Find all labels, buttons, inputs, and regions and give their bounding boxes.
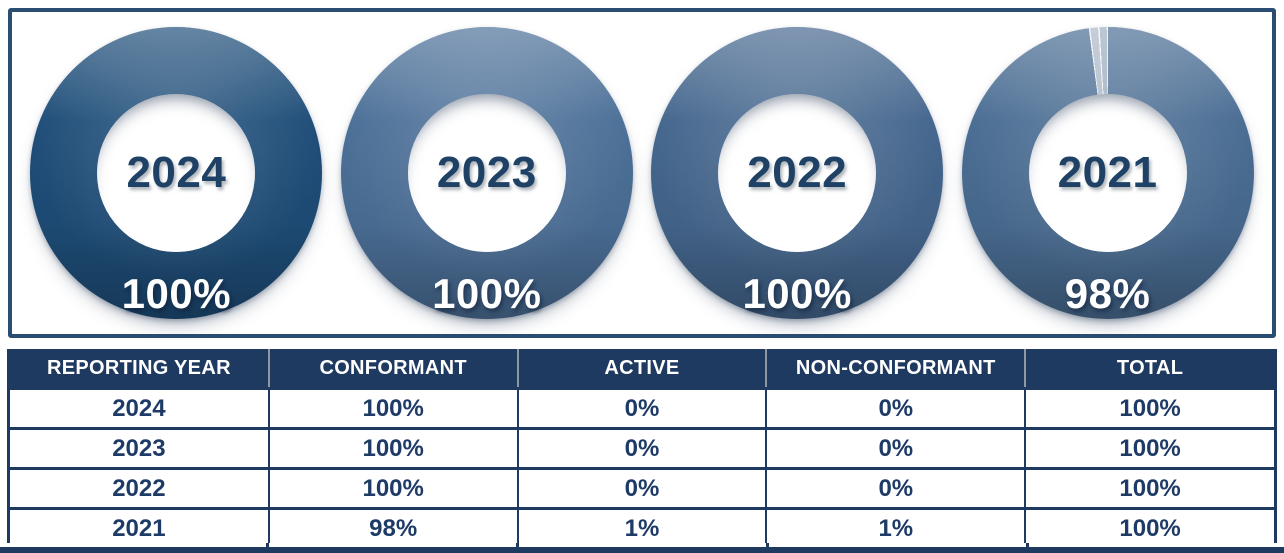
cell-year: 2024: [10, 390, 268, 427]
cell-non-conformant: 0%: [765, 390, 1025, 427]
donut-chart-2022: 2022 100%: [651, 27, 944, 319]
cell-conformant: 100%: [267, 430, 517, 467]
cell-total: 100%: [1024, 510, 1274, 547]
donut-percent-label: 98%: [1064, 270, 1151, 317]
donut-hole-2022: [718, 94, 877, 252]
donut-hole-2024: [97, 94, 256, 252]
donut-year-label: 2022: [747, 148, 848, 197]
cell-conformant: 100%: [267, 390, 517, 427]
table-header-row: REPORTING YEAR CONFORMANT ACTIVE NON-CON…: [10, 349, 1274, 387]
donut-hole-2023: [407, 94, 566, 252]
cell-total: 100%: [1024, 470, 1274, 507]
cell-non-conformant: 0%: [765, 430, 1025, 467]
donut-ring-2022: [651, 27, 944, 319]
conformance-table: REPORTING YEAR CONFORMANT ACTIVE NON-CON…: [7, 349, 1277, 550]
cell-year: 2021: [10, 510, 268, 547]
cell-active: 0%: [516, 430, 766, 467]
cell-year: 2023: [10, 430, 268, 467]
cell-total: 100%: [1024, 390, 1274, 427]
header-conformant: CONFORMANT: [267, 349, 517, 387]
cell-active: 0%: [516, 470, 766, 507]
donut-percent-label: 100%: [121, 270, 232, 317]
header-non-conformant: NON-CONFORMANT: [765, 349, 1024, 387]
donut-year-label: 2024: [126, 148, 227, 197]
table-row-2023: 2023 100% 0% 0% 100%: [10, 427, 1274, 467]
table-column-ticks: [7, 543, 1277, 547]
donut-percent-label: 100%: [432, 270, 542, 317]
cutoff-next-section-bar: [0, 547, 1284, 553]
table-row-2021: 2021 98% 1% 1% 100%: [10, 507, 1274, 547]
cell-active: 0%: [516, 390, 766, 427]
cell-non-conformant: 1%: [765, 510, 1025, 547]
donut-chart-2023: 2023 100%: [340, 27, 633, 319]
header-reporting-year: REPORTING YEAR: [46, 356, 231, 379]
donut-chart-2024: 2024 100%: [30, 27, 323, 319]
donut-chart-2021: 2021 98%: [961, 27, 1254, 319]
table-row-2022: 2022 100% 0% 0% 100%: [10, 467, 1274, 507]
donut-hole-2021: [1028, 94, 1187, 252]
donut-year-label: 2021: [1057, 148, 1158, 197]
table-row-2024: 2024 100% 0% 0% 100%: [10, 387, 1274, 427]
cell-non-conformant: 0%: [765, 470, 1025, 507]
cell-conformant: 100%: [267, 470, 517, 507]
donut-percent-label: 100%: [742, 270, 852, 317]
cell-year: 2022: [10, 470, 268, 507]
cell-active: 1%: [516, 510, 766, 547]
header-active: ACTIVE: [516, 349, 766, 387]
header-total: TOTAL: [1024, 349, 1274, 387]
donut-year-label: 2023: [436, 148, 537, 197]
cell-conformant: 98%: [267, 510, 517, 547]
cell-total: 100%: [1024, 430, 1274, 467]
donut-chart-panel: 2024 100% 2023 100% 2022 100% 2021 98%: [8, 8, 1276, 338]
